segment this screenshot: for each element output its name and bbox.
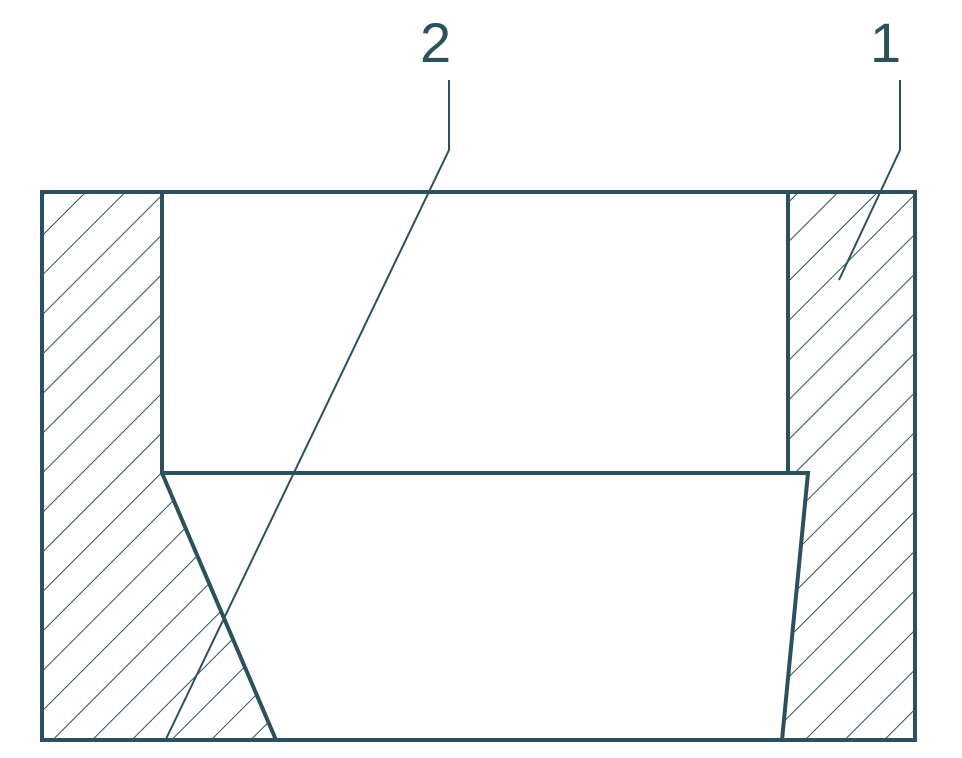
callout-label-1: 1: [870, 10, 901, 75]
left-wall-hatched: [42, 192, 276, 740]
cross-section-diagram: [0, 0, 962, 758]
right-wall-hatched: [782, 192, 915, 740]
callout-label-2: 2: [420, 10, 451, 75]
